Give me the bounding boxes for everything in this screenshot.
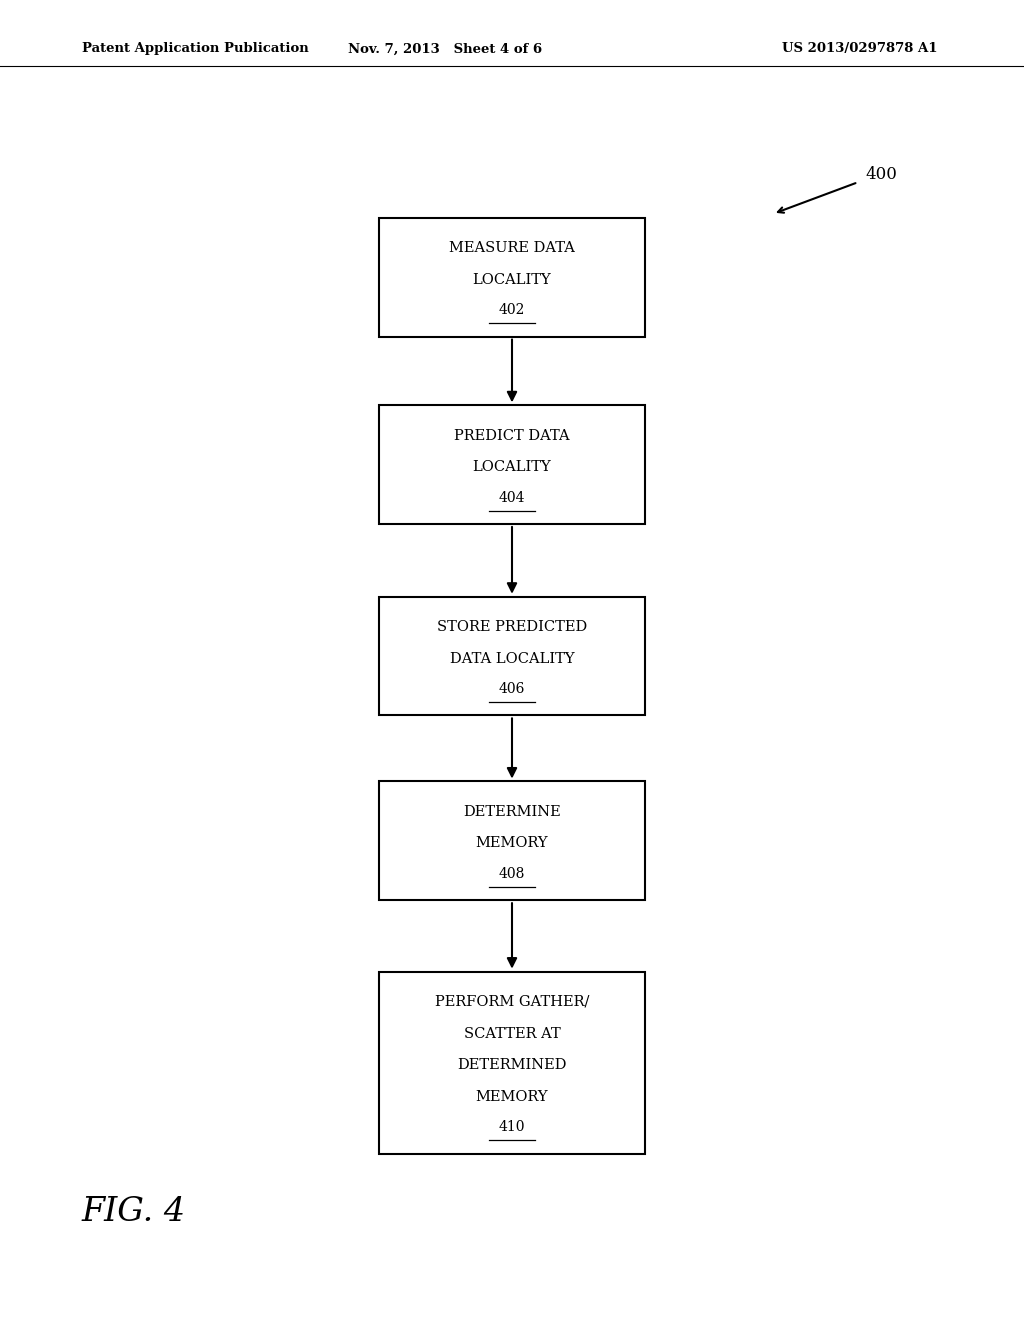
Text: LOCALITY: LOCALITY	[473, 273, 551, 286]
FancyBboxPatch shape	[379, 781, 645, 900]
FancyBboxPatch shape	[379, 218, 645, 337]
Text: DETERMINED: DETERMINED	[458, 1059, 566, 1072]
FancyBboxPatch shape	[379, 405, 645, 524]
Text: DETERMINE: DETERMINE	[463, 805, 561, 818]
Text: MEASURE DATA: MEASURE DATA	[450, 242, 574, 255]
Text: MEMORY: MEMORY	[476, 837, 548, 850]
Text: Nov. 7, 2013   Sheet 4 of 6: Nov. 7, 2013 Sheet 4 of 6	[348, 42, 543, 55]
Text: SCATTER AT: SCATTER AT	[464, 1027, 560, 1040]
Text: PREDICT DATA: PREDICT DATA	[455, 429, 569, 442]
Text: 400: 400	[865, 166, 897, 182]
Text: 408: 408	[499, 867, 525, 880]
Text: Patent Application Publication: Patent Application Publication	[82, 42, 308, 55]
Text: FIG. 4: FIG. 4	[82, 1196, 186, 1228]
Text: LOCALITY: LOCALITY	[473, 461, 551, 474]
Text: STORE PREDICTED: STORE PREDICTED	[437, 620, 587, 634]
Text: DATA LOCALITY: DATA LOCALITY	[450, 652, 574, 665]
Text: 406: 406	[499, 682, 525, 696]
Text: US 2013/0297878 A1: US 2013/0297878 A1	[782, 42, 938, 55]
Text: 410: 410	[499, 1121, 525, 1134]
Text: MEMORY: MEMORY	[476, 1090, 548, 1104]
Text: PERFORM GATHER/: PERFORM GATHER/	[435, 995, 589, 1008]
Text: 404: 404	[499, 491, 525, 504]
Text: 402: 402	[499, 304, 525, 317]
FancyBboxPatch shape	[379, 972, 645, 1154]
FancyBboxPatch shape	[379, 597, 645, 715]
